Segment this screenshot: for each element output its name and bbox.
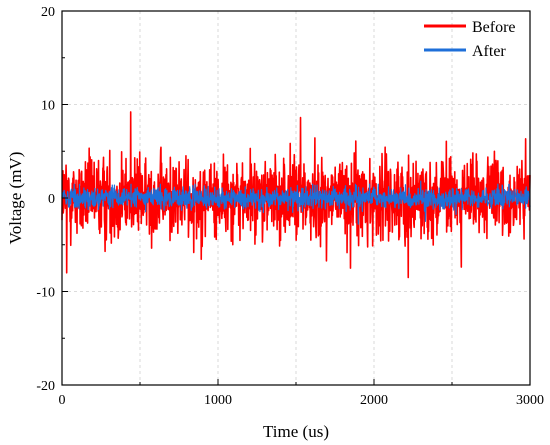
y-tick-label: 0 — [48, 192, 55, 207]
y-tick-label: 20 — [41, 5, 55, 20]
legend-label-after: After — [472, 43, 506, 60]
legend-label-before: Before — [472, 19, 516, 36]
tick-labels: 0 1000 2000 3000 20 10 0 -10 -20 — [36, 5, 544, 408]
y-tick-label: -20 — [36, 379, 55, 394]
x-axis-label: Time (us) — [263, 422, 329, 441]
y-tick-label: -10 — [36, 286, 55, 301]
x-tick-label: 2000 — [360, 393, 388, 408]
legend: Before After — [424, 19, 516, 60]
series-layer — [61, 111, 531, 279]
x-tick-label: 0 — [59, 393, 66, 408]
y-axis-label: Voltage (mV) — [6, 152, 25, 245]
ticks — [61, 10, 531, 386]
series-line-after — [61, 180, 531, 225]
x-tick-label: 3000 — [516, 393, 544, 408]
x-tick-label: 1000 — [204, 393, 232, 408]
y-tick-label: 10 — [41, 99, 55, 114]
